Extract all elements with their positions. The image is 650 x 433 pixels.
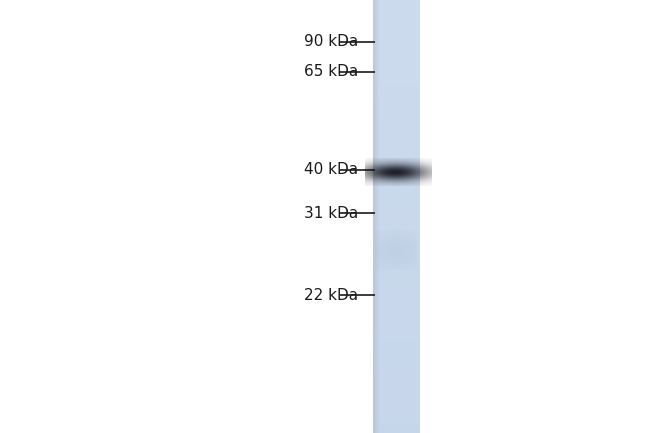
Text: 90 kDa: 90 kDa bbox=[304, 35, 358, 49]
Text: 22 kDa: 22 kDa bbox=[304, 288, 358, 303]
Text: 40 kDa: 40 kDa bbox=[304, 162, 358, 178]
Text: 31 kDa: 31 kDa bbox=[304, 206, 358, 220]
Text: 65 kDa: 65 kDa bbox=[304, 65, 358, 80]
